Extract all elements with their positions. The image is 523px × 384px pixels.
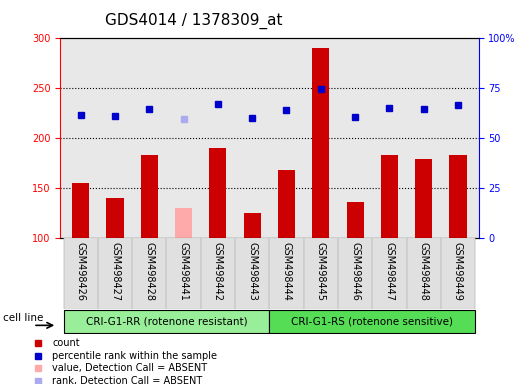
Bar bbox=[166, 238, 201, 309]
Text: CRI-G1-RR (rotenone resistant): CRI-G1-RR (rotenone resistant) bbox=[86, 316, 247, 327]
Text: GSM498449: GSM498449 bbox=[453, 242, 463, 301]
Text: GSM498442: GSM498442 bbox=[213, 242, 223, 301]
Text: GSM498445: GSM498445 bbox=[316, 242, 326, 301]
Text: GSM498448: GSM498448 bbox=[419, 242, 429, 301]
Text: GSM498427: GSM498427 bbox=[110, 242, 120, 301]
Bar bbox=[64, 238, 98, 309]
Bar bbox=[269, 310, 475, 333]
Bar bbox=[441, 238, 475, 309]
Bar bbox=[312, 48, 329, 238]
Text: GSM498446: GSM498446 bbox=[350, 242, 360, 301]
Bar bbox=[98, 238, 132, 309]
Bar bbox=[372, 238, 406, 309]
Text: GSM498447: GSM498447 bbox=[384, 242, 394, 301]
Text: GDS4014 / 1378309_at: GDS4014 / 1378309_at bbox=[105, 13, 282, 29]
Text: rank, Detection Call = ABSENT: rank, Detection Call = ABSENT bbox=[52, 376, 202, 384]
Bar bbox=[64, 310, 269, 333]
Text: GSM498426: GSM498426 bbox=[76, 242, 86, 301]
Bar bbox=[209, 148, 226, 238]
Bar bbox=[201, 238, 235, 309]
Bar bbox=[132, 238, 166, 309]
Bar bbox=[141, 155, 158, 238]
Text: GSM498441: GSM498441 bbox=[179, 242, 189, 301]
Text: GSM498428: GSM498428 bbox=[144, 242, 154, 301]
Bar bbox=[347, 202, 363, 238]
Bar bbox=[278, 170, 295, 238]
Text: percentile rank within the sample: percentile rank within the sample bbox=[52, 351, 217, 361]
Text: value, Detection Call = ABSENT: value, Detection Call = ABSENT bbox=[52, 363, 207, 373]
Bar bbox=[235, 238, 269, 309]
Bar bbox=[72, 183, 89, 238]
Bar bbox=[107, 198, 123, 238]
Bar bbox=[175, 208, 192, 238]
Bar bbox=[406, 238, 441, 309]
Text: cell line: cell line bbox=[3, 313, 43, 323]
Bar bbox=[338, 238, 372, 309]
Bar bbox=[304, 238, 338, 309]
Bar bbox=[244, 213, 261, 238]
Text: CRI-G1-RS (rotenone sensitive): CRI-G1-RS (rotenone sensitive) bbox=[291, 316, 453, 327]
Text: GSM498443: GSM498443 bbox=[247, 242, 257, 301]
Bar bbox=[269, 238, 304, 309]
Bar bbox=[381, 155, 398, 238]
Bar bbox=[415, 159, 432, 238]
Text: GSM498444: GSM498444 bbox=[281, 242, 291, 301]
Bar bbox=[449, 155, 467, 238]
Text: count: count bbox=[52, 338, 79, 348]
